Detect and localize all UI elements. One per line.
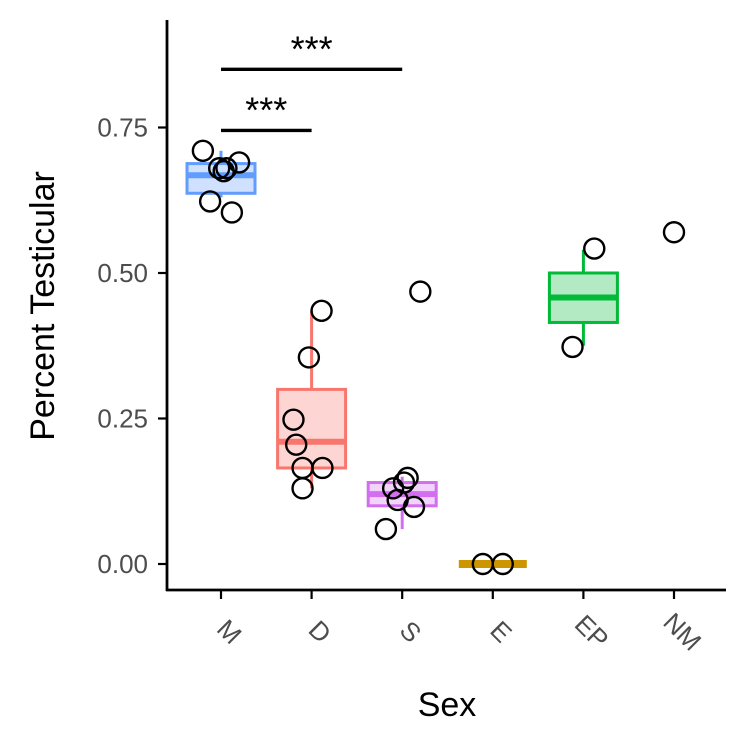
y-tick-label: 0.00 xyxy=(97,549,148,579)
data-point xyxy=(297,346,321,369)
data-point xyxy=(227,151,251,174)
data-point xyxy=(284,433,308,456)
data-point xyxy=(381,477,405,500)
data-point xyxy=(198,190,222,213)
x-tick-label: EP xyxy=(569,609,615,655)
data-point xyxy=(583,237,606,260)
group-m xyxy=(185,139,257,224)
data-point xyxy=(491,552,514,576)
group-s xyxy=(366,280,438,541)
data-point xyxy=(282,408,305,431)
x-tick-label: NM xyxy=(657,607,707,657)
group-ep xyxy=(547,237,619,359)
significance-label: *** xyxy=(245,89,287,130)
data-point xyxy=(662,221,686,244)
data-point xyxy=(291,477,314,500)
data-point xyxy=(402,495,426,519)
y-axis-title: Percent Testicular xyxy=(24,171,62,441)
group-nm xyxy=(662,221,686,244)
data-point xyxy=(207,157,231,180)
data-point xyxy=(396,466,419,490)
x-axis-title: Sex xyxy=(418,686,477,724)
x-tick-label: M xyxy=(211,613,248,650)
data-point xyxy=(409,280,432,303)
group-e xyxy=(458,552,527,576)
data-point xyxy=(215,157,238,180)
y-tick-label: 0.25 xyxy=(97,404,148,434)
significance-annotations: ****** xyxy=(221,28,403,133)
data-point xyxy=(561,335,584,359)
x-tick-label: S xyxy=(394,615,427,648)
x-tick-label: D xyxy=(303,614,337,648)
data-point xyxy=(374,517,398,541)
significance-label: *** xyxy=(291,28,333,69)
group-d xyxy=(276,299,348,500)
y-tick-label: 0.75 xyxy=(97,113,148,143)
data-point xyxy=(310,299,333,323)
plot-area xyxy=(185,139,686,576)
y-tick-label: 0.50 xyxy=(97,258,148,288)
data-point xyxy=(191,139,215,162)
x-tick-label: E xyxy=(484,615,517,648)
data-point xyxy=(311,456,334,480)
data-point xyxy=(220,201,244,224)
